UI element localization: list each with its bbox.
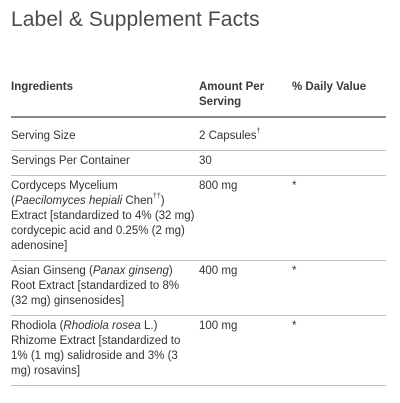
supplement-facts-table: Ingredients Amount Per Serving % Daily V… [11,74,386,386]
header-amount-line1: Amount Per [199,81,265,93]
table-row-cordyceps: Cordyceps Mycelium (Paecilomyces hepiali … [11,176,386,261]
header-amount-per-serving: Amount Per Serving [199,80,292,110]
name-part: ( [11,195,15,207]
ingredient-amount: 800 mg [199,180,238,192]
latin-name: Rhodiola rosea [63,320,141,332]
name-part: ) Root Extract [standardized to 8% (32 m… [11,265,180,307]
dagger-footnote-mark: † [256,128,261,136]
ingredient-daily-value [292,154,386,169]
ingredient-name: Serving Size [11,130,76,142]
table-row-servings-per-container: Servings Per Container 30 [11,151,386,176]
ingredient-daily-value [292,129,386,144]
name-part: ) [160,195,165,207]
header-amount-line2: Serving [199,96,242,108]
table-row-asian-ginseng: Asian Ginseng (Panax ginseng) Root Extra… [11,261,386,316]
double-dagger-footnote-mark: †† [152,193,161,201]
ingredient-amount: 100 mg [199,320,238,332]
name-part: Cordyceps Mycelium [11,180,118,192]
name-part: L.) Rhizome Extract [standardized to 1% … [11,320,181,377]
amount-value: 2 Capsules [199,130,257,142]
header-ingredients: Ingredients [11,81,73,93]
ingredient-name: Rhodiola (Rhodiola rosea L.) Rhizome Ext… [11,319,199,379]
ingredient-daily-value: * [292,320,297,332]
ingredient-daily-value: * [292,265,297,277]
name-part: Chen [122,195,153,207]
ingredient-amount: 400 mg [199,265,238,277]
latin-name: Panax ginseng [92,265,169,277]
ingredient-name: Servings Per Container [11,155,130,167]
name-part: Extract [standardized to 4% (32 mg) cord… [11,210,195,252]
latin-name: Paecilomyces hepiali [14,195,123,207]
table-row-rhodiola: Rhodiola (Rhodiola rosea L.) Rhizome Ext… [11,316,386,386]
page-title: Label & Supplement Facts [11,8,260,31]
ingredient-amount: 30 [199,155,212,167]
table-row-serving-size: Serving Size 2 Capsules† [11,118,386,151]
ingredient-name: Cordyceps Mycelium (Paecilomyces hepiali … [11,179,199,254]
name-part: Asian Ginseng ( [11,265,93,277]
table-header-row: Ingredients Amount Per Serving % Daily V… [11,74,386,118]
name-part: Rhodiola ( [11,320,64,332]
ingredient-amount: 2 Capsules† [199,128,292,144]
header-daily-value: % Daily Value [292,81,367,93]
ingredient-name: Asian Ginseng (Panax ginseng) Root Extra… [11,264,199,309]
ingredient-daily-value: * [292,180,297,192]
